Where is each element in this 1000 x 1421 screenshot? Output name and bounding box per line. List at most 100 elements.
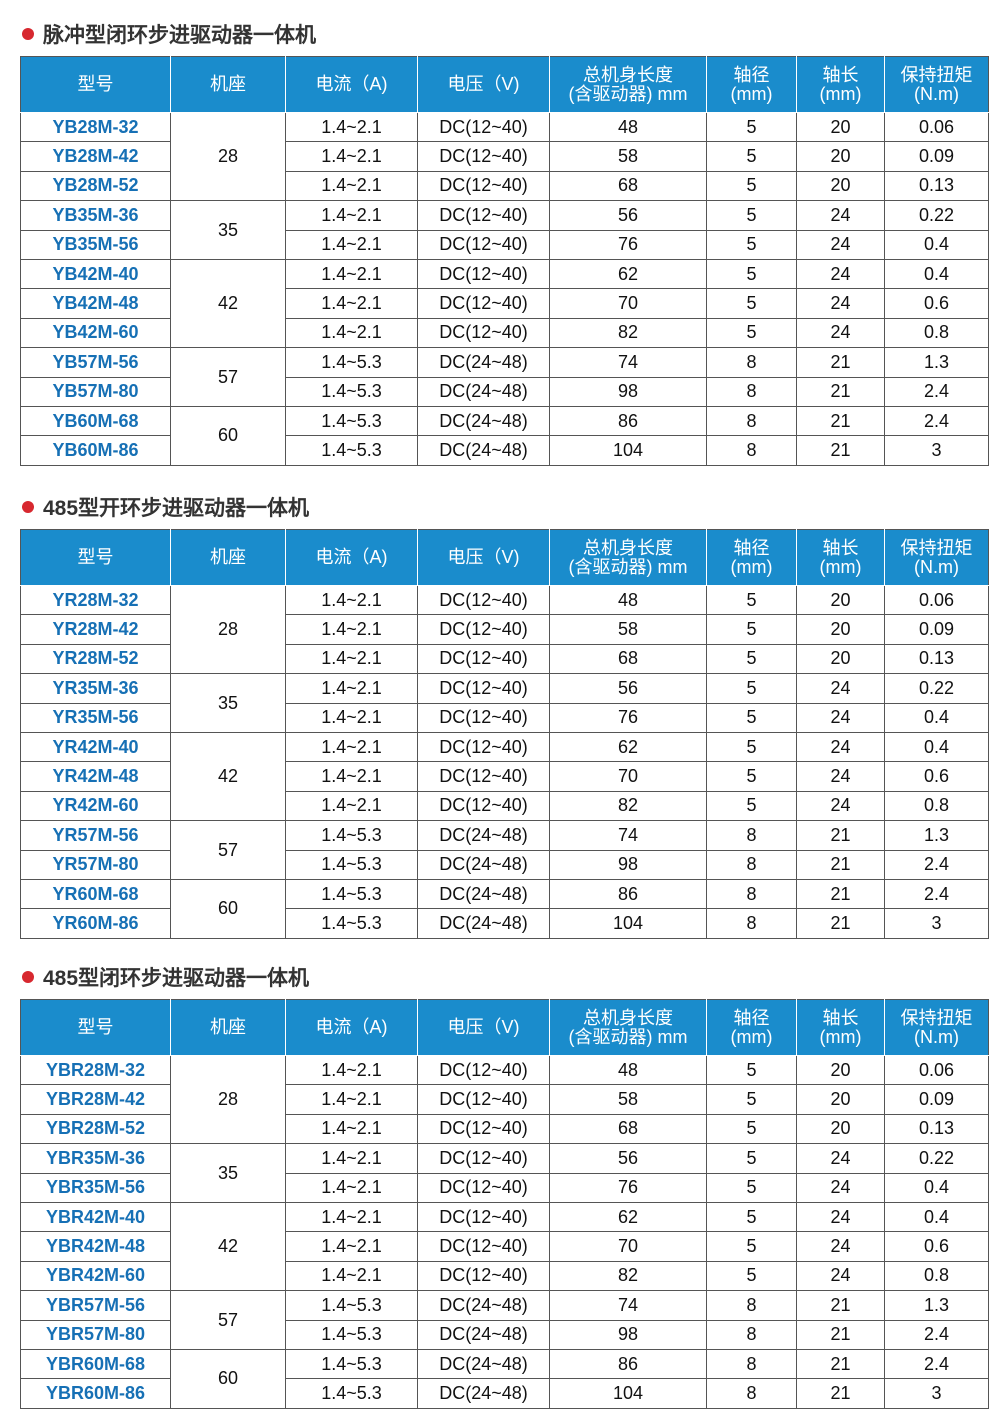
spec-cell: 1.4~2.1 — [285, 200, 418, 231]
spec-cell: 0.09 — [884, 141, 989, 172]
spec-cell: 21 — [796, 347, 885, 378]
spec-cell: DC(12~40) — [417, 1084, 550, 1115]
spec-cell: 1.4~2.1 — [285, 141, 418, 172]
spec-cell: 0.4 — [884, 258, 989, 290]
column-header: 轴径 (mm) — [706, 999, 797, 1056]
model-cell: YBR42M-60 — [20, 1260, 171, 1292]
spec-cell: 2.4 — [884, 1319, 989, 1350]
spec-cell: 0.4 — [884, 702, 989, 733]
frame-size-cell: 57 — [170, 347, 286, 407]
spec-cell: 5 — [706, 317, 797, 349]
table-row: YBR28M-32 28 1.4~2.1 DC(12~40) 48 5 20 0.06 — [20, 1054, 989, 1145]
spec-cell: 24 — [796, 761, 885, 792]
spec-cell: 5 — [706, 1084, 797, 1115]
spec-cell: 20 — [796, 643, 885, 675]
column-header: 轴径 (mm) — [706, 56, 797, 113]
model-cell: YB57M-80 — [20, 376, 171, 407]
spec-cell: 5 — [706, 584, 797, 616]
column-header: 电压（V) — [417, 529, 550, 586]
spec-cell: 0.06 — [884, 111, 989, 143]
bullet-icon — [22, 501, 34, 513]
model-cell: YBR28M-52 — [20, 1113, 171, 1145]
table-row: YR28M-42 1.4~2.1 DC(12~40) 58 5 20 0.09 — [20, 614, 989, 645]
spec-cell: 0.6 — [884, 288, 989, 319]
spec-cell: DC(12~40) — [417, 1231, 550, 1262]
spec-cell: DC(24~48) — [417, 820, 550, 851]
spec-cell: 5 — [706, 1143, 797, 1174]
model-cell: YR28M-52 — [20, 643, 171, 675]
spec-cell: 5 — [706, 614, 797, 645]
header-row: 型号 机座 电流（A) 电压（V) 总机身长度 (含驱动器) mm 轴径 (mm) 轴长 (… — [20, 56, 989, 113]
spec-cell: 58 — [549, 141, 707, 172]
spec-cell: 104 — [549, 908, 707, 939]
spec-cell: 0.22 — [884, 673, 989, 704]
spec-cell: 24 — [796, 702, 885, 733]
spec-cell: 1.4~2.1 — [285, 1143, 418, 1174]
frame-size-cell: 35 — [170, 673, 286, 733]
column-header: 保持扭矩 (N.m) — [884, 56, 989, 113]
model-cell: YR57M-56 — [20, 820, 171, 851]
header-row: 型号 机座 电流（A) 电压（V) 总机身长度 (含驱动器) mm 轴径 (mm) 轴长 (… — [20, 999, 989, 1056]
table-row: YR28M-32 28 1.4~2.1 DC(12~40) 48 5 20 0.06 — [20, 584, 989, 675]
spec-cell: DC(12~40) — [417, 1260, 550, 1292]
spec-cell: 5 — [706, 258, 797, 290]
table-row: YR35M-56 1.4~2.1 DC(12~40) 76 5 24 0.4 — [20, 702, 989, 733]
spec-cell: 0.06 — [884, 584, 989, 616]
spec-cell: 5 — [706, 1172, 797, 1203]
spec-cell: 70 — [549, 288, 707, 319]
spec-cell: 20 — [796, 111, 885, 143]
spec-cell: 82 — [549, 1260, 707, 1292]
spec-cell: DC(24~48) — [417, 1290, 550, 1321]
bullet-icon — [22, 971, 34, 983]
model-cell: YBR57M-56 — [20, 1290, 171, 1321]
spec-cell: 0.4 — [884, 1172, 989, 1203]
spec-cell: DC(12~40) — [417, 584, 550, 616]
spec-cell: 20 — [796, 584, 885, 616]
table-row: YR28M-52 1.4~2.1 DC(12~40) 68 5 20 0.13 — [20, 643, 989, 675]
spec-cell: 8 — [706, 347, 797, 378]
section-title: 485型闭环步进驱动器一体机 — [22, 965, 988, 990]
spec-cell: 76 — [549, 702, 707, 733]
spec-cell: DC(12~40) — [417, 258, 550, 290]
table-row: YR60M-68 60 1.4~5.3 DC(24~48) 86 8 21 2.4 — [20, 878, 989, 939]
model-cell: YB60M-86 — [20, 435, 171, 466]
spec-cell: 76 — [549, 229, 707, 260]
spec-cell: 1.4~5.3 — [285, 1319, 418, 1350]
spec-cell: 1.3 — [884, 820, 989, 851]
spec-cell: 5 — [706, 1113, 797, 1145]
spec-cell: DC(12~40) — [417, 1172, 550, 1203]
spec-cell: DC(12~40) — [417, 1054, 550, 1086]
spec-cell: 3 — [884, 908, 989, 939]
table-row: YR42M-60 1.4~2.1 DC(12~40) 82 5 24 0.8 — [20, 790, 989, 822]
spec-cell: 5 — [706, 790, 797, 822]
spec-cell: 24 — [796, 1201, 885, 1233]
spec-cell: 1.4~2.1 — [285, 702, 418, 733]
model-cell: YBR42M-40 — [20, 1201, 171, 1233]
section-title: 脉冲型闭环步进驱动器一体机 — [22, 22, 988, 47]
spec-cell: 1.4~2.1 — [285, 258, 418, 290]
model-cell: YB60M-68 — [20, 405, 171, 437]
section-485-open-loop: 485型开环步进驱动器一体机 型号 机座 电流（A) 电压（V) 总机身长度 (含驱动器)… — [20, 495, 989, 939]
spec-cell: 62 — [549, 1201, 707, 1233]
spec-cell: DC(12~40) — [417, 200, 550, 231]
column-header: 机座 — [170, 999, 286, 1056]
table-row: YB28M-32 28 1.4~2.1 DC(12~40) 48 5 20 0.06 — [20, 111, 989, 202]
spec-cell: DC(24~48) — [417, 1319, 550, 1350]
header-row: 型号 机座 电流（A) 电压（V) 总机身长度 (含驱动器) mm 轴径 (mm) 轴长 (… — [20, 529, 989, 586]
spec-cell: 0.13 — [884, 643, 989, 675]
column-header: 电压（V) — [417, 999, 550, 1056]
spec-cell: 86 — [549, 405, 707, 437]
spec-cell: DC(12~40) — [417, 111, 550, 143]
spec-cell: 5 — [706, 761, 797, 792]
spec-cell: 86 — [549, 878, 707, 910]
spec-cell: 24 — [796, 200, 885, 231]
spec-cell: 8 — [706, 908, 797, 939]
spec-cell: 1.4~2.1 — [285, 1054, 418, 1086]
spec-cell: 1.4~2.1 — [285, 170, 418, 202]
spec-cell: DC(24~48) — [417, 435, 550, 466]
spec-cell: DC(12~40) — [417, 229, 550, 260]
spec-cell: 3 — [884, 435, 989, 466]
spec-cell: 2.4 — [884, 878, 989, 910]
spec-cell: 0.22 — [884, 200, 989, 231]
spec-cell: DC(12~40) — [417, 317, 550, 349]
